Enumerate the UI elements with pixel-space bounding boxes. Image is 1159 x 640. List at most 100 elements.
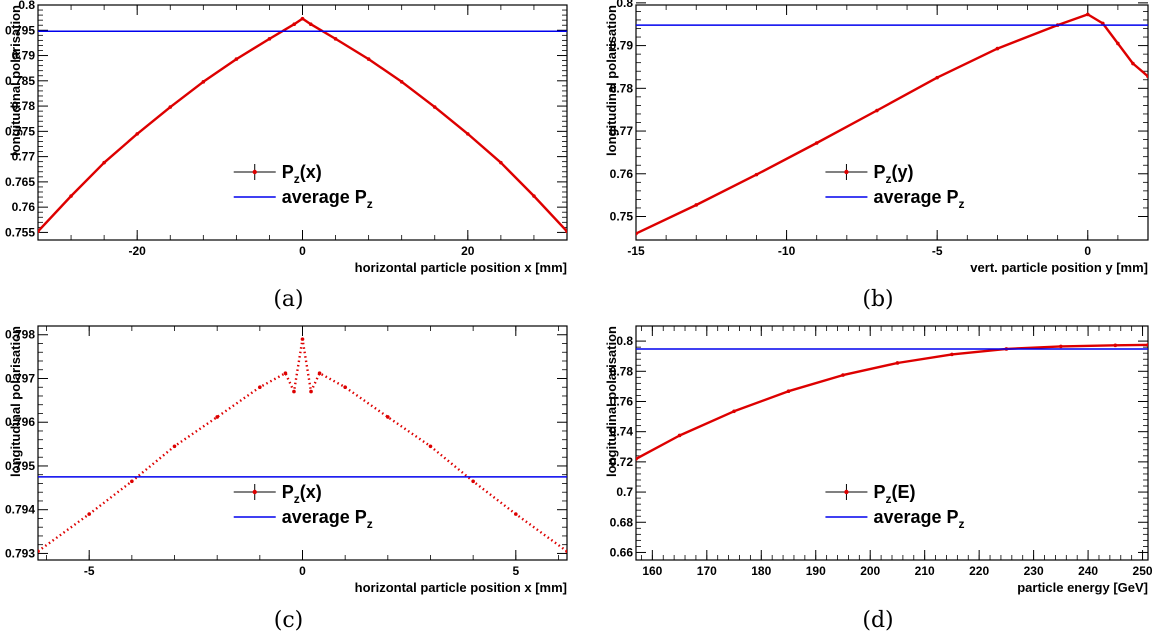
data-point	[87, 512, 91, 516]
data-point	[135, 132, 139, 136]
legend-label: average Pz	[282, 187, 373, 211]
data-point	[333, 37, 338, 41]
x-tick-label: 230	[1024, 564, 1044, 578]
data-point	[283, 371, 288, 376]
data-layer	[38, 337, 567, 554]
data-point	[466, 132, 470, 136]
x-axis-label: horizontal particle position x [mm]	[355, 260, 567, 275]
y-axis-label: longitudinal polarisation	[604, 326, 619, 477]
legend-label-sub: z	[959, 517, 965, 531]
data-point	[1113, 343, 1118, 348]
data-series-line	[636, 343, 1148, 460]
y-tick-label: 0.76	[610, 167, 634, 181]
data-point	[215, 415, 219, 419]
legend-label-sub: z	[367, 517, 373, 531]
data-point	[309, 389, 313, 394]
x-tick-label: -5	[932, 244, 943, 258]
y-tick-label: 0.75	[610, 210, 634, 224]
y-tick-label: 0.76	[12, 200, 36, 214]
y-tick-label: 0.796	[5, 415, 35, 429]
data-point	[677, 433, 682, 438]
data-point	[636, 457, 638, 461]
data-point	[499, 160, 503, 165]
data-point	[532, 194, 536, 198]
y-tick-label: 0.8	[616, 334, 633, 348]
panel-caption: (b)	[862, 287, 893, 312]
x-tick-label: -20	[129, 244, 147, 258]
data-point	[1146, 343, 1148, 347]
data-point	[366, 57, 371, 61]
legend-label-sub: z	[294, 172, 300, 186]
data-point	[102, 160, 106, 165]
y-tick-label: 0.72	[610, 455, 634, 469]
x-axis-label: particle energy [GeV]	[1017, 580, 1148, 595]
data-point	[995, 46, 1000, 51]
legend-label: average Pz	[282, 507, 373, 531]
data-point	[258, 385, 262, 390]
data-point	[1146, 74, 1148, 79]
x-tick-label: 0	[299, 564, 306, 578]
legend-label-rest: (y)	[891, 162, 913, 182]
y-tick-label: 0.795	[5, 23, 35, 37]
legend-label: Pz(y)	[873, 162, 913, 186]
legend-label: average Pz	[873, 187, 964, 211]
data-point	[343, 385, 347, 390]
data-point	[267, 37, 272, 41]
data-point	[841, 373, 845, 377]
data-layer	[38, 16, 567, 234]
data-point	[168, 105, 173, 109]
data-point	[814, 141, 819, 145]
legend-label-sub: z	[294, 492, 300, 506]
y-tick-label: 0.66	[610, 545, 634, 559]
legend-label-base: average P	[282, 507, 367, 527]
y-axis-label: longitudinal polarisation	[604, 5, 619, 156]
x-tick-label: 0	[1084, 244, 1091, 258]
legend-label-rest: (x)	[300, 162, 322, 182]
legend-label-base: P	[873, 482, 885, 502]
y-tick-label: 0.794	[5, 503, 35, 517]
panel-caption: (c)	[274, 608, 304, 633]
y-tick-label: 0.755	[5, 225, 35, 239]
data-point	[636, 231, 638, 236]
data-point	[130, 479, 134, 484]
data-point	[428, 444, 433, 449]
data-point	[895, 361, 900, 365]
data-point	[950, 352, 954, 357]
data-point	[514, 512, 518, 516]
data-point	[201, 80, 206, 84]
data-point	[386, 415, 390, 419]
data-point	[234, 57, 239, 61]
y-tick-label: 0.78	[12, 99, 36, 113]
data-point	[565, 229, 567, 234]
x-tick-label: 190	[806, 564, 826, 578]
y-tick-label: 0.7	[616, 485, 633, 499]
y-tick-label: 0.798	[5, 328, 35, 342]
legend-label: Pz(E)	[873, 482, 915, 506]
y-tick-label: 0.797	[5, 371, 35, 385]
data-point	[172, 444, 177, 449]
panel-caption: (a)	[273, 287, 303, 312]
x-tick-label: 0	[299, 244, 306, 258]
data-layer	[636, 343, 1148, 461]
y-tick-label: 0.77	[610, 124, 634, 138]
y-tick-label: 0.765	[5, 175, 35, 189]
x-tick-label: 210	[915, 564, 935, 578]
data-point	[1131, 61, 1135, 66]
legend-label-rest: (E)	[891, 482, 915, 502]
x-tick-label: 200	[860, 564, 880, 578]
y-tick-label: 0.74	[610, 425, 634, 439]
data-point	[935, 75, 939, 80]
x-tick-label: -5	[84, 564, 95, 578]
data-point	[1059, 344, 1063, 349]
data-point	[399, 80, 404, 84]
legend-marker-dot	[844, 489, 849, 495]
legend-label-sub: z	[885, 172, 891, 186]
data-point	[754, 172, 759, 177]
legend-marker-dot	[252, 169, 257, 175]
legend-marker-dot	[252, 489, 257, 495]
data-point	[69, 194, 73, 198]
legend-label-sub: z	[367, 197, 373, 211]
data-point	[786, 389, 791, 394]
y-tick-label: 0.795	[5, 459, 35, 473]
